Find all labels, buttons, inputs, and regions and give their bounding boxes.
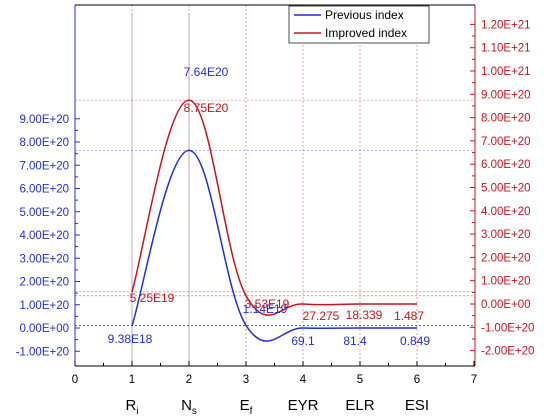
y-right-tick-label: 5.00E+20 xyxy=(481,183,531,195)
data-label-improved-index: 5.25E19 xyxy=(130,291,175,305)
x-tick-label: 0 xyxy=(72,374,78,386)
y-right-tick-label: 4.00E+20 xyxy=(481,206,531,218)
data-label-layer: 9.38E18 7.64E20 1.14E19 69.1 81.4 0.849 5.25E1… xyxy=(108,65,431,348)
y-left-tick-label: 6.00E+20 xyxy=(19,184,69,196)
y-left-tick-label: 7.00E+20 xyxy=(19,160,69,172)
legend: Previous index Improved index xyxy=(288,5,430,44)
data-label-previous-index: 69.1 xyxy=(291,334,315,348)
data-label-previous-index: 81.4 xyxy=(343,334,367,348)
x-tick-label: 2 xyxy=(186,374,192,386)
y-left-tick-label: 0.00E+00 xyxy=(19,323,69,335)
x-tick-label: 3 xyxy=(243,374,249,386)
y-right-tick-label: 9.00E+20 xyxy=(481,89,531,101)
y-right-tick-label: 1.10E+21 xyxy=(481,43,531,55)
y-right-tick-label: 3.00E+20 xyxy=(481,229,531,241)
data-label-previous-index: 0.849 xyxy=(400,334,430,348)
data-label-improved-index: 8.75E20 xyxy=(184,101,229,115)
y-right-tick-label: -1.00E+20 xyxy=(481,322,534,334)
x-tick-label: 1 xyxy=(129,374,135,386)
x-category-label: Ns xyxy=(181,397,197,417)
x-tick-label: 5 xyxy=(357,374,363,386)
x-tick-label: 7 xyxy=(471,374,477,386)
y-right-tick-label: 2.00E+20 xyxy=(481,252,531,264)
y-right-tick-label: 1.00E+20 xyxy=(481,276,531,288)
x-tick-label: 6 xyxy=(414,374,420,386)
axes-layer: -1.00E+20 0.00E+00 1.00E+20 2.00E+20 3.00E+2… xyxy=(16,4,534,417)
y-right-tick-label: 1.20E+21 xyxy=(481,19,531,31)
x-category-label: ELR xyxy=(345,397,374,414)
data-label-previous-index: 1.14E19 xyxy=(243,302,288,316)
data-label-improved-index: 18.339 xyxy=(346,308,383,322)
y-right-tick-label: 6.00E+20 xyxy=(481,159,531,171)
x-category-label: ESI xyxy=(405,397,429,414)
data-label-improved-index: 27.275 xyxy=(303,309,340,323)
y-left-tick-label: 1.00E+20 xyxy=(19,300,69,312)
legend-label-improved: Improved index xyxy=(325,26,407,40)
x-category-label: Ef xyxy=(240,397,253,417)
series-layer xyxy=(131,99,417,342)
y-left-tick-label: -1.00E+20 xyxy=(16,346,69,358)
data-label-previous-index: 9.38E18 xyxy=(108,332,153,346)
x-category-label: EYR xyxy=(288,397,319,414)
x-category-label: Ri xyxy=(125,397,138,417)
y-left-tick-label: 9.00E+20 xyxy=(19,114,69,126)
y-left-tick-label: 4.00E+20 xyxy=(19,230,69,242)
y-left-tick-label: 2.00E+20 xyxy=(19,277,69,289)
y-right-tick-label: 1.00E+21 xyxy=(481,66,531,78)
y-left-tick-label: 5.00E+20 xyxy=(19,207,69,219)
legend-box xyxy=(288,5,430,44)
data-label-improved-index: 1.487 xyxy=(394,309,424,323)
data-label-previous-index: 7.64E20 xyxy=(184,65,229,79)
y-right-tick-label: 7.00E+20 xyxy=(481,136,531,148)
series-line-improved-index xyxy=(131,99,417,316)
legend-label-previous: Previous index xyxy=(325,8,404,22)
drop-line-layer xyxy=(75,5,475,366)
data-label-improved-index: 3.53E19 xyxy=(245,297,290,311)
y-left-tick-label: 3.00E+20 xyxy=(19,253,69,265)
y-right-tick-label: 0.00E+00 xyxy=(481,299,531,311)
y-right-tick-label: 8.00E+20 xyxy=(481,113,531,125)
y-left-tick-label: 8.00E+20 xyxy=(19,137,69,149)
y-right-tick-label: -2.00E+20 xyxy=(481,346,534,358)
x-tick-label: 4 xyxy=(300,374,307,386)
series-line-previous-index xyxy=(131,149,417,342)
